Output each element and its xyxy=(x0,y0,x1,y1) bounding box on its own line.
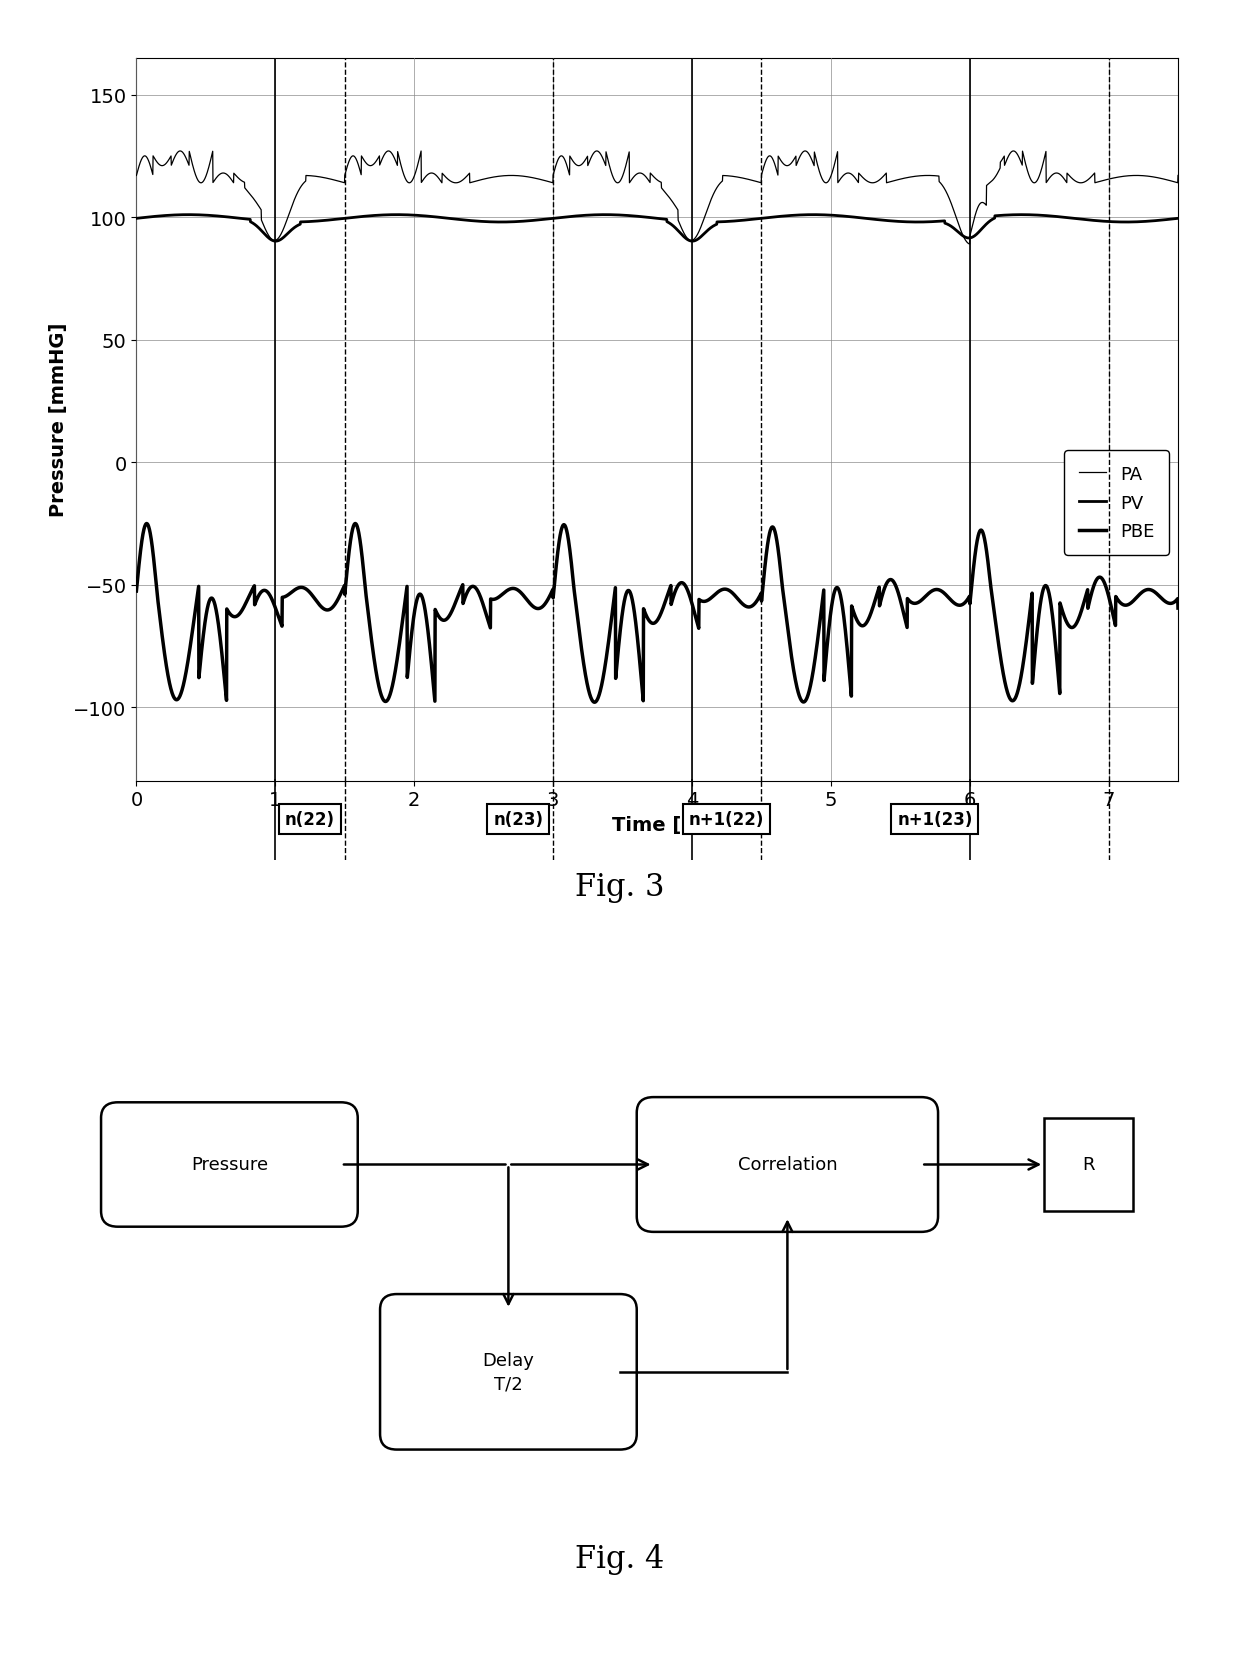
Y-axis label: Pressure [mmHG]: Pressure [mmHG] xyxy=(48,323,68,517)
PA xyxy=(962,235,977,255)
PA xyxy=(1140,166,1154,186)
Text: n(23): n(23) xyxy=(494,811,543,828)
PV xyxy=(567,207,582,227)
Text: Fig. 3: Fig. 3 xyxy=(575,872,665,902)
PBE xyxy=(129,581,144,601)
PV xyxy=(1171,208,1185,228)
Text: n(22): n(22) xyxy=(285,811,335,828)
Text: Correlation: Correlation xyxy=(738,1156,837,1174)
FancyBboxPatch shape xyxy=(102,1102,358,1226)
PV xyxy=(1087,212,1102,232)
PV xyxy=(575,207,590,227)
PA xyxy=(885,171,900,192)
Text: Pressure: Pressure xyxy=(191,1156,268,1174)
PBE xyxy=(567,581,582,601)
PV xyxy=(268,232,283,252)
PA xyxy=(1171,166,1185,186)
PV xyxy=(1140,212,1154,232)
PA xyxy=(567,153,582,173)
Text: R: R xyxy=(1083,1156,1095,1174)
PA xyxy=(1087,165,1102,185)
PV xyxy=(181,205,196,225)
Line: PV: PV xyxy=(136,215,1178,242)
Text: n+1(23): n+1(23) xyxy=(898,811,972,828)
PBE xyxy=(1171,598,1185,618)
FancyBboxPatch shape xyxy=(381,1294,637,1450)
PA xyxy=(172,141,187,161)
Line: PA: PA xyxy=(136,151,1178,245)
Text: Delay
T/2: Delay T/2 xyxy=(482,1351,534,1393)
PV xyxy=(887,212,901,232)
FancyBboxPatch shape xyxy=(637,1097,939,1231)
PV xyxy=(129,208,144,228)
PBE xyxy=(1087,575,1102,595)
Legend: PA, PV, PBE: PA, PV, PBE xyxy=(1064,450,1169,556)
PBE xyxy=(575,647,590,667)
FancyBboxPatch shape xyxy=(1044,1119,1133,1211)
PBE xyxy=(1140,580,1154,600)
Line: PBE: PBE xyxy=(136,524,1178,702)
PV xyxy=(625,207,640,227)
Text: Fig. 4: Fig. 4 xyxy=(575,1544,665,1574)
PBE xyxy=(887,573,901,593)
X-axis label: Time [s]: Time [s] xyxy=(613,815,702,835)
PBE xyxy=(347,514,362,534)
PA xyxy=(129,166,144,186)
PBE xyxy=(625,588,640,608)
PA xyxy=(624,171,639,192)
Text: n+1(22): n+1(22) xyxy=(689,811,764,828)
PA xyxy=(575,155,590,175)
PBE xyxy=(587,692,601,712)
